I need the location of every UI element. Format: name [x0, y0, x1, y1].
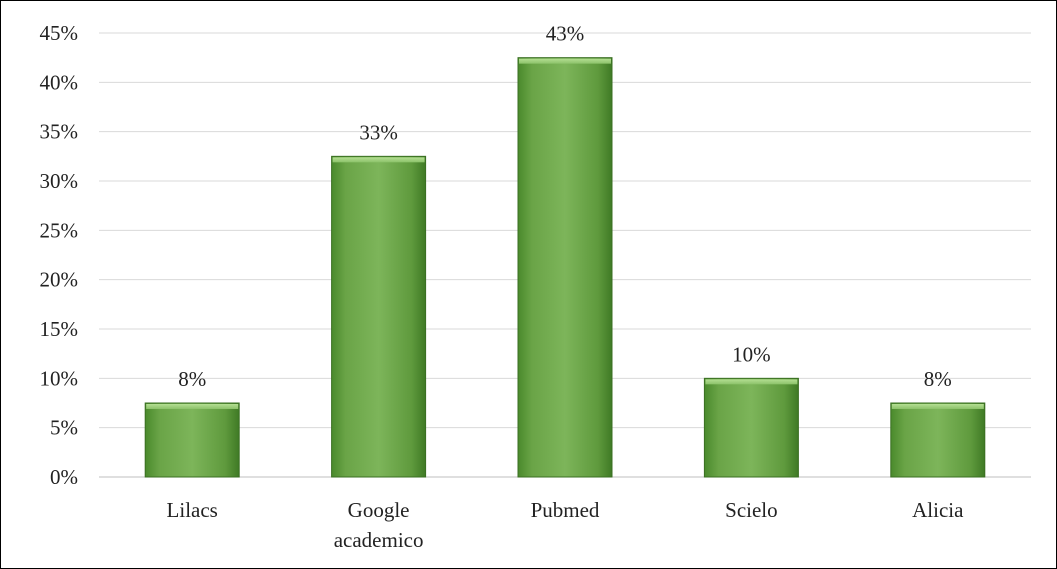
y-tick-label: 15%	[40, 317, 79, 341]
y-tick-label: 0%	[50, 465, 78, 489]
bar	[517, 57, 613, 478]
bar-highlight	[705, 379, 798, 385]
y-tick-label: 30%	[40, 169, 79, 193]
category-label: academico	[334, 528, 424, 552]
y-tick-label: 20%	[40, 268, 79, 292]
bar-highlight	[519, 58, 611, 64]
x-axis-categories: Lilacs Google academico Pubmed Scielo Alicia	[167, 498, 965, 552]
bar-highlight	[146, 404, 239, 409]
bars	[144, 57, 986, 478]
bar	[331, 155, 427, 478]
category-label: Google	[348, 498, 410, 522]
y-tick-label: 5%	[50, 416, 78, 440]
data-label: 43%	[546, 22, 585, 46]
y-tick-label: 45%	[40, 21, 79, 45]
y-tick-label: 25%	[40, 218, 79, 242]
category-label: Lilacs	[167, 498, 218, 522]
data-labels: 8% 33% 43% 10% 8%	[178, 22, 952, 391]
bar	[703, 377, 799, 478]
bar-highlight	[332, 157, 425, 163]
y-tick-label: 40%	[40, 70, 79, 94]
data-label: 8%	[924, 367, 952, 391]
data-label: 8%	[178, 367, 206, 391]
y-tick-label: 10%	[40, 366, 79, 390]
y-tick-label: 35%	[40, 120, 79, 144]
category-label: Scielo	[725, 498, 778, 522]
category-label: Alicia	[912, 498, 964, 522]
bar	[144, 402, 240, 478]
bar	[890, 402, 986, 478]
bar-highlight	[891, 404, 984, 409]
data-label: 10%	[732, 342, 771, 366]
data-label: 33%	[359, 120, 398, 144]
category-label: Pubmed	[531, 498, 600, 522]
y-axis-ticks: 0% 5% 10% 15% 20% 25% 30% 35% 40% 45%	[40, 21, 79, 489]
